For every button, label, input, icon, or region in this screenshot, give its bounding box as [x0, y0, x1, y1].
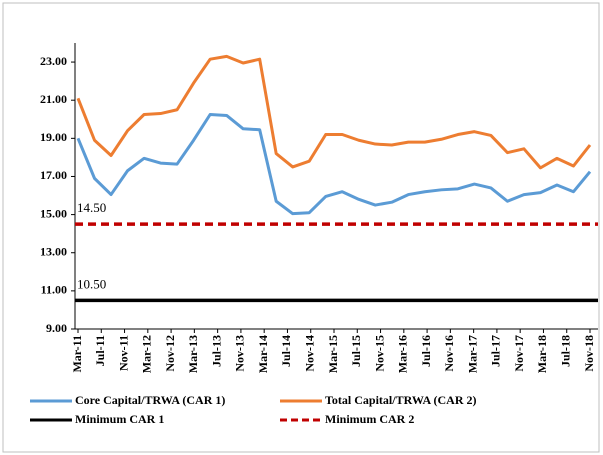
x-tick-label: Nov-17 — [512, 335, 526, 372]
x-tick-label: Mar-11 — [70, 335, 84, 373]
legend-label: Core Capital/TRWA (CAR 1) — [75, 393, 225, 407]
x-tick-label: Nov-12 — [163, 335, 177, 372]
x-tick-label: Jul-15 — [349, 335, 363, 367]
reference-label: 10.50 — [77, 276, 106, 291]
x-tick-label: Mar-15 — [326, 335, 340, 373]
y-tick-label: 19.00 — [40, 130, 67, 144]
x-tick-label: Jul-14 — [279, 335, 293, 367]
legend-label: Minimum CAR 2 — [325, 412, 414, 426]
x-tick-label: Jul-18 — [558, 335, 572, 367]
y-tick-label: 15.00 — [40, 206, 67, 220]
legend-label: Minimum CAR 1 — [75, 412, 164, 426]
series-line — [76, 113, 592, 216]
x-tick-label: Jul-11 — [93, 335, 107, 366]
x-tick-label: Mar-12 — [140, 335, 154, 373]
x-tick-label: Nov-14 — [302, 335, 316, 372]
x-tick-label: Mar-18 — [535, 335, 549, 373]
x-tick-label: Nov-11 — [116, 335, 130, 371]
y-tick-label: 17.00 — [40, 168, 67, 182]
series-line — [76, 54, 592, 170]
x-tick-label: Nov-18 — [582, 335, 596, 372]
x-tick-label: Nov-13 — [233, 335, 247, 372]
y-tick-label: 21.00 — [40, 92, 67, 106]
x-tick-label: Jul-16 — [419, 335, 433, 367]
x-tick-label: Jul-17 — [489, 335, 503, 367]
y-tick-label: 9.00 — [46, 321, 67, 335]
x-tick-label: Nov-15 — [372, 335, 386, 372]
y-tick-label: 23.00 — [40, 54, 67, 68]
x-tick-label: Mar-17 — [465, 335, 479, 373]
y-tick-label: 11.00 — [41, 283, 67, 297]
x-tick-label: Mar-16 — [396, 335, 410, 373]
reference-label: 14.50 — [77, 200, 106, 215]
x-tick-label: Nov-16 — [442, 335, 456, 372]
x-tick-label: Mar-14 — [256, 335, 270, 373]
legend-label: Total Capital/TRWA (CAR 2) — [325, 393, 476, 407]
x-tick-label: Mar-13 — [186, 335, 200, 373]
y-tick-label: 13.00 — [40, 244, 67, 258]
x-tick-label: Jul-13 — [209, 335, 223, 367]
